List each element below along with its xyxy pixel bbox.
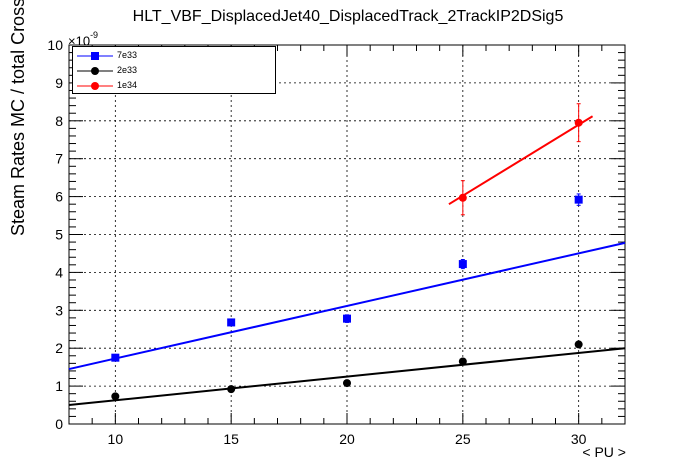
fit-line-2e33 [68, 347, 626, 407]
data-point-1e34 [574, 118, 583, 127]
y-tick-label: 3 [55, 302, 63, 318]
x-tick-label: 10 [108, 431, 124, 447]
data-point-7e33 [458, 260, 467, 269]
data-point-2e33 [458, 357, 467, 366]
data-point-7e33 [574, 195, 583, 204]
data-point-7e33 [343, 314, 351, 323]
data-point-2e33 [574, 340, 583, 349]
legend-entry-7e33: 7e33 [73, 49, 273, 63]
data-point-2e33 [227, 385, 236, 394]
y-tick-label: 7 [55, 151, 63, 167]
fit-line-7e33 [68, 241, 626, 371]
chart-title: HLT_VBF_DisplacedJet40_DisplacedTrack_2T… [132, 8, 564, 25]
legend-label-1e34: 1e34 [117, 80, 138, 90]
y-tick-label: 4 [55, 264, 63, 280]
data-point-7e33 [111, 353, 120, 362]
fit-line-1e34 [448, 115, 594, 206]
y-tick-label: 2 [55, 340, 63, 356]
legend-label-7e33: 7e33 [117, 50, 138, 60]
legend: 7e33 2e33 1e34 [72, 46, 276, 94]
y-tick-label: 9 [55, 75, 63, 91]
data-point-1e34 [458, 193, 467, 202]
data-point-2e33 [111, 392, 120, 401]
y-tick-label: 1 [55, 378, 63, 394]
legend-entry-2e33: 2e33 [73, 64, 273, 78]
x-tick-label: 15 [223, 431, 239, 447]
y-tick-label: 5 [55, 227, 63, 243]
data-point-7e33 [227, 318, 236, 327]
legend-label-2e33: 2e33 [117, 65, 138, 75]
x-axis-label: < PU > [582, 444, 626, 460]
legend-entry-1e34: 1e34 [73, 79, 273, 93]
data-point-2e33 [343, 379, 351, 388]
x-tick-label: 20 [339, 431, 355, 447]
y-tick-label: 8 [55, 113, 63, 129]
x-tick-label: 30 [571, 431, 587, 447]
x-tick-label: 25 [455, 431, 471, 447]
y-tick-label: 10 [47, 37, 63, 53]
y-tick-label: 6 [55, 189, 63, 205]
y-axis-label: Steam Rates MC / total CrossSection (Hz/… [8, 0, 28, 236]
y-tick-label: 0 [55, 416, 63, 432]
